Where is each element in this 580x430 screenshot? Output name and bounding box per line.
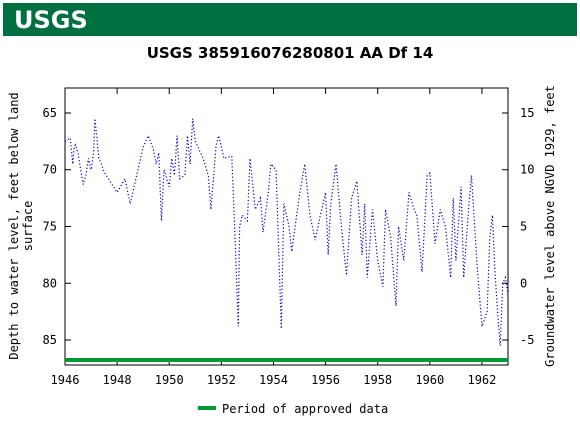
- x-tick-label: 1956: [311, 373, 340, 387]
- y2-label: Groundwater level above NGVD 1929, feet: [543, 85, 557, 367]
- y-tick-label: 85: [43, 333, 57, 347]
- approved-period: [65, 358, 508, 362]
- x-tick-label: 1952: [207, 373, 236, 387]
- x-tick-label: 1950: [155, 373, 184, 387]
- x-tick-label: 1958: [363, 373, 392, 387]
- y-tick-label: 80: [43, 276, 57, 290]
- header-bar: [3, 3, 577, 36]
- x-tick-label: 1948: [103, 373, 132, 387]
- chart-title: USGS 385916076280801 AA Df 14: [147, 44, 434, 62]
- y2-tick-label: 15: [520, 106, 534, 120]
- y2-tick-label: 0: [520, 276, 527, 290]
- x-tick-label: 1960: [415, 373, 444, 387]
- y2-tick-label: 5: [520, 220, 527, 234]
- y2-tick-label: -5: [520, 333, 534, 347]
- y-label: surface: [21, 201, 35, 252]
- plot-frame: [64, 87, 509, 366]
- x-tick-label: 1946: [51, 373, 80, 387]
- y-label: Depth to water level, feet below land: [7, 92, 21, 359]
- y-tick-label: 65: [43, 106, 57, 120]
- data-line: [64, 118, 509, 346]
- y-tick-label: 70: [43, 163, 57, 177]
- legend-label: Period of approved data: [222, 402, 388, 416]
- legend-swatch: [198, 406, 216, 410]
- x-tick-label: 1954: [259, 373, 288, 387]
- y2-tick-label: 10: [520, 163, 534, 177]
- logo: USGS: [14, 6, 88, 34]
- x-tick-label: 1962: [467, 373, 496, 387]
- y-tick-label: 75: [43, 220, 57, 234]
